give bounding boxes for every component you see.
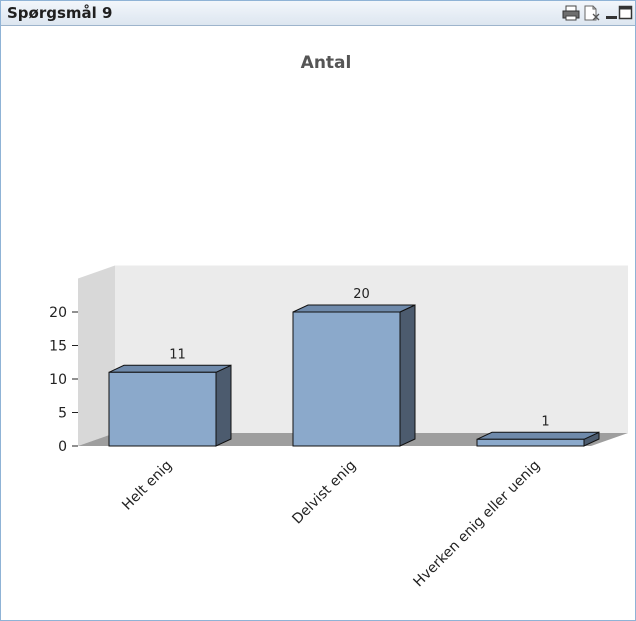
bar-top bbox=[292, 304, 416, 313]
window-title: Spørgsmål 9 bbox=[7, 4, 113, 22]
bar-side bbox=[215, 364, 232, 447]
bar bbox=[476, 431, 600, 447]
y-tick-label: 0 bbox=[58, 439, 67, 455]
chart-title: Antal bbox=[301, 53, 352, 73]
send-to-excel-icon[interactable] bbox=[583, 5, 601, 21]
bar-front bbox=[292, 311, 401, 447]
bar-top bbox=[476, 431, 600, 440]
window-titlebar[interactable]: Spørgsmål 9 bbox=[1, 1, 635, 26]
bar-chart: Antal 0 5 10 15 20 11 Helt enig 20 Delvist enig 1 H… bbox=[49, 53, 628, 591]
bar-front bbox=[108, 371, 217, 447]
bar-side bbox=[399, 304, 416, 447]
y-tick-label: 15 bbox=[49, 339, 67, 355]
y-tick-label: 5 bbox=[58, 406, 67, 422]
bar bbox=[108, 364, 232, 447]
bar-top bbox=[108, 364, 232, 373]
printer-icon[interactable] bbox=[562, 5, 580, 21]
y-tick-label: 20 bbox=[49, 305, 67, 321]
x-category-label: Hverken enig eller uenig bbox=[411, 458, 544, 591]
bar-data-label: 11 bbox=[169, 347, 186, 362]
chart-area: Antal 0 5 10 15 20 11 Helt enig 20 Delvist enig 1 H… bbox=[1, 26, 635, 620]
bar-data-label: 20 bbox=[353, 287, 370, 302]
chart-side-wall bbox=[78, 265, 115, 446]
x-category-label: Delvist enig bbox=[289, 458, 359, 528]
y-tick-label: 10 bbox=[49, 372, 67, 388]
x-category-label: Helt enig bbox=[119, 458, 175, 514]
bar-front bbox=[476, 438, 585, 447]
bar-data-label: 1 bbox=[541, 414, 549, 429]
bar bbox=[292, 304, 416, 447]
maximize-icon[interactable] bbox=[618, 5, 634, 21]
minimize-icon[interactable] bbox=[603, 5, 621, 21]
